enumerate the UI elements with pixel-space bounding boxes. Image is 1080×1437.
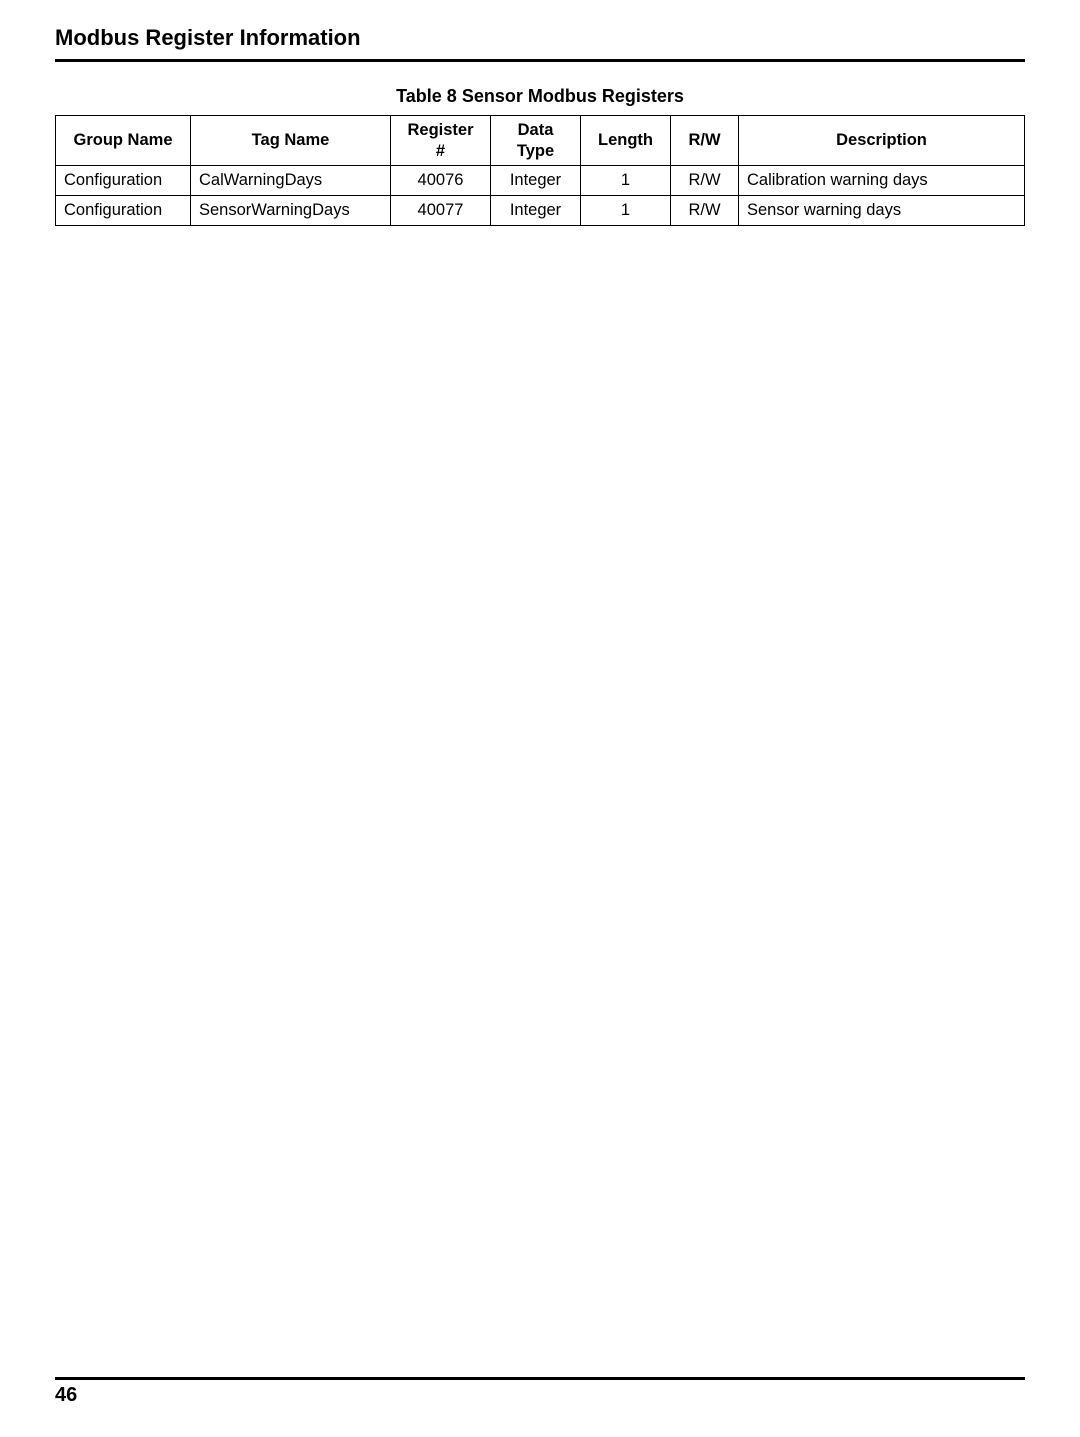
cell-rw: R/W — [671, 166, 739, 196]
col-header-group: Group Name — [56, 116, 191, 166]
cell-group: Configuration — [56, 195, 191, 225]
table-row: Configuration SensorWarningDays 40077 In… — [56, 195, 1025, 225]
cell-len: 1 — [581, 166, 671, 196]
section-header: Modbus Register Information — [55, 25, 1025, 62]
register-table: Group Name Tag Name Register # Data Type… — [55, 115, 1025, 226]
table-header-row: Group Name Tag Name Register # Data Type… — [56, 116, 1025, 166]
cell-type: Integer — [491, 195, 581, 225]
col-header-register: Register # — [391, 116, 491, 166]
col-header-description: Description — [739, 116, 1025, 166]
table-row: Configuration CalWarningDays 40076 Integ… — [56, 166, 1025, 196]
page: Modbus Register Information Table 8 Sens… — [0, 0, 1080, 1437]
cell-len: 1 — [581, 195, 671, 225]
col-header-tag: Tag Name — [191, 116, 391, 166]
cell-reg: 40076 — [391, 166, 491, 196]
col-header-rw: R/W — [671, 116, 739, 166]
table-head: Group Name Tag Name Register # Data Type… — [56, 116, 1025, 166]
page-footer: 46 — [55, 1377, 1025, 1407]
table-body: Configuration CalWarningDays 40076 Integ… — [56, 166, 1025, 225]
cell-desc: Calibration warning days — [739, 166, 1025, 196]
table-caption: Table 8 Sensor Modbus Registers — [55, 86, 1025, 107]
col-header-register-l1: Register — [407, 121, 473, 139]
cell-tag: CalWarningDays — [191, 166, 391, 196]
cell-type: Integer — [491, 166, 581, 196]
col-header-type: Data Type — [491, 116, 581, 166]
cell-tag: SensorWarningDays — [191, 195, 391, 225]
cell-rw: R/W — [671, 195, 739, 225]
page-number: 46 — [55, 1384, 77, 1406]
col-header-length: Length — [581, 116, 671, 166]
col-header-register-l2: # — [436, 142, 445, 160]
cell-desc: Sensor warning days — [739, 195, 1025, 225]
cell-reg: 40077 — [391, 195, 491, 225]
col-header-type-l1: Data — [518, 121, 554, 139]
cell-group: Configuration — [56, 166, 191, 196]
col-header-type-l2: Type — [517, 142, 554, 160]
